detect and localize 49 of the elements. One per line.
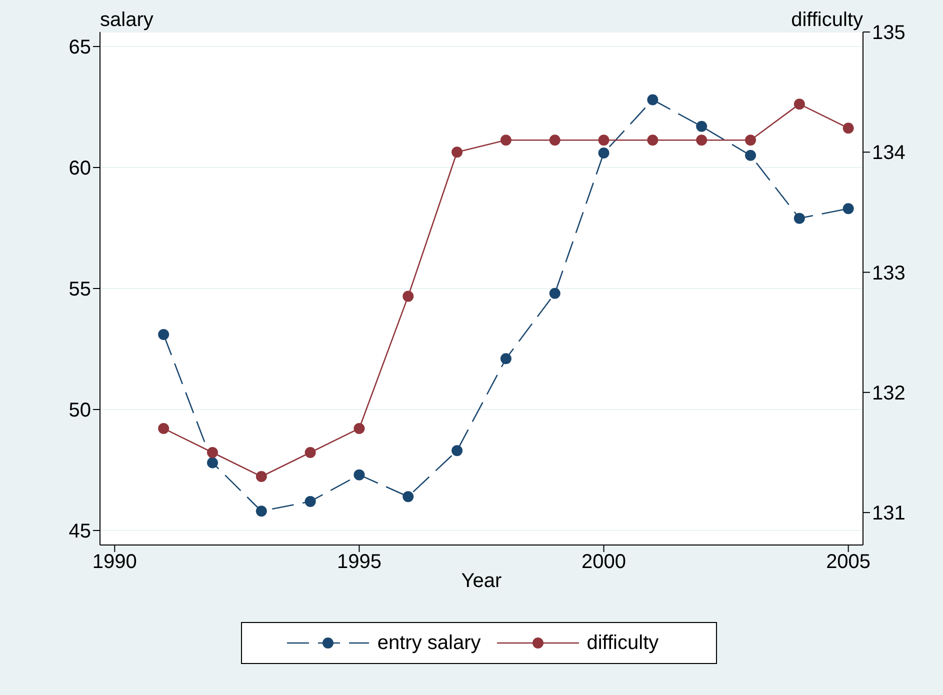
y2-tick-label: 131 [872,502,906,525]
point [256,471,267,482]
point [549,288,560,299]
point [598,147,610,158]
point [304,446,316,458]
legend-label: difficulty [586,632,659,654]
point [842,203,854,214]
point [402,290,414,302]
point [598,134,610,146]
point [500,134,512,146]
point [452,445,463,456]
y2-tick-label: 134 [872,142,906,164]
point [794,98,805,110]
point [745,134,756,146]
point [354,422,365,434]
point [500,353,512,364]
point [256,506,267,517]
x-tick-label: 2005 [826,551,871,574]
x-tick-label: 1990 [92,551,137,574]
point [647,94,658,106]
y-tick-label: 50 [68,400,91,422]
y-tick-label: 55 [68,278,91,301]
x-tick-label: 2000 [582,551,626,574]
point [206,457,218,468]
y2-tick-label: 132 [872,382,906,405]
x-axis-title: Year [461,570,502,592]
point [158,422,170,434]
x-tick-label: 1995 [336,551,382,574]
point [402,491,414,502]
y-tick-label: 45 [68,520,91,543]
point [158,328,170,340]
y-axis-title: salary [100,9,154,31]
point [549,134,560,146]
point [206,446,218,458]
point [304,496,316,507]
point [842,122,854,134]
legend-label: entry salary [377,632,481,654]
point [696,120,708,132]
y2-axis-title: difficulty [791,9,863,31]
point [354,469,365,480]
point [745,150,756,161]
point [452,146,463,158]
y-tick-label: 60 [68,158,91,180]
point [794,212,805,224]
y2-tick-label: 133 [872,262,906,284]
point [647,134,658,146]
y-tick-label: 65 [68,36,91,59]
y2-tick-label: 135 [872,22,906,44]
point [696,134,708,146]
